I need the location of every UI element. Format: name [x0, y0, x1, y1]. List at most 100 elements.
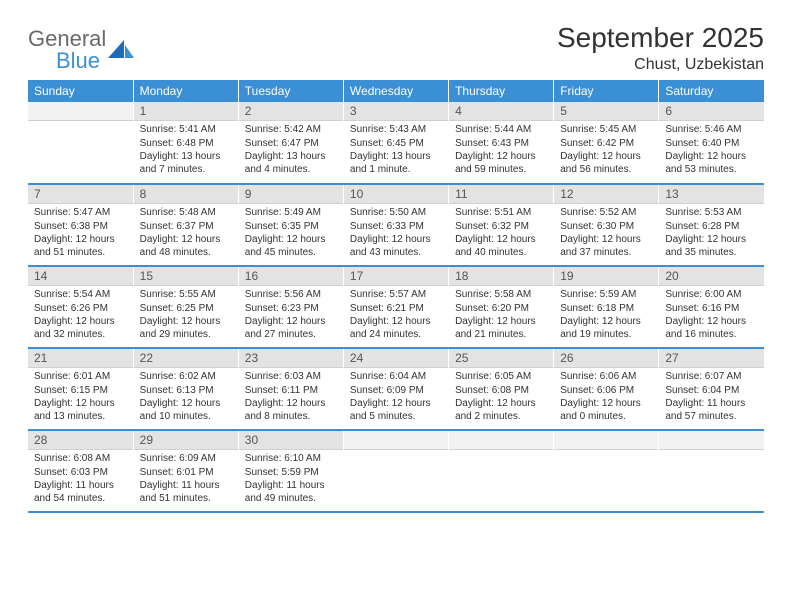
day-number: 23 — [239, 349, 343, 368]
day-cell: 19Sunrise: 5:59 AMSunset: 6:18 PMDayligh… — [554, 266, 659, 348]
day-number: 12 — [554, 185, 658, 204]
day-number: 3 — [344, 102, 448, 121]
day-info: Sunrise: 5:52 AMSunset: 6:30 PMDaylight:… — [554, 204, 658, 262]
col-friday: Friday — [554, 80, 659, 102]
day-number: 21 — [28, 349, 133, 368]
col-wednesday: Wednesday — [343, 80, 448, 102]
day-number: 17 — [344, 267, 448, 286]
logo-word-blue: Blue — [56, 50, 106, 72]
day-number-empty — [554, 431, 658, 450]
sunset-text: Sunset: 6:40 PM — [665, 138, 758, 151]
day-number: 13 — [659, 185, 764, 204]
day-number-empty — [659, 431, 764, 450]
day-info: Sunrise: 6:08 AMSunset: 6:03 PMDaylight:… — [28, 450, 133, 508]
day-number-empty — [28, 102, 133, 121]
sunset-text: Sunset: 6:26 PM — [34, 303, 127, 316]
day-number: 10 — [344, 185, 448, 204]
day-number: 22 — [134, 349, 238, 368]
daylight-text: Daylight: 12 hours and 32 minutes. — [34, 316, 127, 341]
daylight-text: Daylight: 11 hours and 54 minutes. — [34, 480, 127, 505]
day-cell: 1Sunrise: 5:41 AMSunset: 6:48 PMDaylight… — [133, 102, 238, 184]
day-cell: 16Sunrise: 5:56 AMSunset: 6:23 PMDayligh… — [238, 266, 343, 348]
daylight-text: Daylight: 12 hours and 8 minutes. — [245, 398, 337, 423]
daylight-text: Daylight: 12 hours and 59 minutes. — [455, 151, 547, 176]
col-sunday: Sunday — [28, 80, 133, 102]
day-number: 18 — [449, 267, 553, 286]
day-info: Sunrise: 6:01 AMSunset: 6:15 PMDaylight:… — [28, 368, 133, 426]
day-info: Sunrise: 5:56 AMSunset: 6:23 PMDaylight:… — [239, 286, 343, 344]
day-number: 25 — [449, 349, 553, 368]
sunrise-text: Sunrise: 5:55 AM — [140, 289, 232, 302]
sunrise-text: Sunrise: 6:03 AM — [245, 371, 337, 384]
day-cell: 5Sunrise: 5:45 AMSunset: 6:42 PMDaylight… — [554, 102, 659, 184]
daylight-text: Daylight: 12 hours and 53 minutes. — [665, 151, 758, 176]
sunrise-text: Sunrise: 6:08 AM — [34, 453, 127, 466]
daylight-text: Daylight: 13 hours and 1 minute. — [350, 151, 442, 176]
sunrise-text: Sunrise: 5:47 AM — [34, 207, 127, 220]
day-number: 1 — [134, 102, 238, 121]
week-row: 28Sunrise: 6:08 AMSunset: 6:03 PMDayligh… — [28, 430, 764, 512]
sunset-text: Sunset: 5:59 PM — [245, 467, 337, 480]
day-number: 26 — [554, 349, 658, 368]
day-info: Sunrise: 5:47 AMSunset: 6:38 PMDaylight:… — [28, 204, 133, 262]
day-info: Sunrise: 5:53 AMSunset: 6:28 PMDaylight:… — [659, 204, 764, 262]
sunset-text: Sunset: 6:04 PM — [665, 385, 758, 398]
day-number: 5 — [554, 102, 658, 121]
daylight-text: Daylight: 12 hours and 27 minutes. — [245, 316, 337, 341]
sunset-text: Sunset: 6:08 PM — [455, 385, 547, 398]
sunrise-text: Sunrise: 5:41 AM — [140, 124, 232, 137]
title-block: September 2025 Chust, Uzbekistan — [557, 22, 764, 74]
day-number: 28 — [28, 431, 133, 450]
daylight-text: Daylight: 12 hours and 37 minutes. — [560, 234, 652, 259]
sunset-text: Sunset: 6:33 PM — [350, 221, 442, 234]
sunrise-text: Sunrise: 5:59 AM — [560, 289, 652, 302]
day-number: 8 — [134, 185, 238, 204]
day-number: 19 — [554, 267, 658, 286]
sunset-text: Sunset: 6:37 PM — [140, 221, 232, 234]
sunset-text: Sunset: 6:25 PM — [140, 303, 232, 316]
sunrise-text: Sunrise: 5:45 AM — [560, 124, 652, 137]
daylight-text: Daylight: 12 hours and 24 minutes. — [350, 316, 442, 341]
daylight-text: Daylight: 12 hours and 13 minutes. — [34, 398, 127, 423]
day-info: Sunrise: 5:50 AMSunset: 6:33 PMDaylight:… — [344, 204, 448, 262]
col-thursday: Thursday — [449, 80, 554, 102]
sunset-text: Sunset: 6:03 PM — [34, 467, 127, 480]
day-cell: 18Sunrise: 5:58 AMSunset: 6:20 PMDayligh… — [449, 266, 554, 348]
sunrise-text: Sunrise: 5:43 AM — [350, 124, 442, 137]
day-cell: 4Sunrise: 5:44 AMSunset: 6:43 PMDaylight… — [449, 102, 554, 184]
sunset-text: Sunset: 6:45 PM — [350, 138, 442, 151]
sunrise-text: Sunrise: 5:42 AM — [245, 124, 337, 137]
day-info: Sunrise: 5:57 AMSunset: 6:21 PMDaylight:… — [344, 286, 448, 344]
sunset-text: Sunset: 6:48 PM — [140, 138, 232, 151]
day-info: Sunrise: 5:59 AMSunset: 6:18 PMDaylight:… — [554, 286, 658, 344]
day-number-empty — [449, 431, 553, 450]
daylight-text: Daylight: 12 hours and 16 minutes. — [665, 316, 758, 341]
col-monday: Monday — [133, 80, 238, 102]
calendar-table: Sunday Monday Tuesday Wednesday Thursday… — [28, 80, 764, 513]
day-cell: 27Sunrise: 6:07 AMSunset: 6:04 PMDayligh… — [659, 348, 764, 430]
day-cell: 7Sunrise: 5:47 AMSunset: 6:38 PMDaylight… — [28, 184, 133, 266]
day-cell: 26Sunrise: 6:06 AMSunset: 6:06 PMDayligh… — [554, 348, 659, 430]
sunset-text: Sunset: 6:09 PM — [350, 385, 442, 398]
day-cell — [554, 430, 659, 512]
day-cell: 13Sunrise: 5:53 AMSunset: 6:28 PMDayligh… — [659, 184, 764, 266]
day-number: 14 — [28, 267, 133, 286]
sunrise-text: Sunrise: 5:54 AM — [34, 289, 127, 302]
day-info: Sunrise: 6:10 AMSunset: 5:59 PMDaylight:… — [239, 450, 343, 508]
day-header-row: Sunday Monday Tuesday Wednesday Thursday… — [28, 80, 764, 102]
day-cell: 22Sunrise: 6:02 AMSunset: 6:13 PMDayligh… — [133, 348, 238, 430]
day-number: 7 — [28, 185, 133, 204]
day-cell: 9Sunrise: 5:49 AMSunset: 6:35 PMDaylight… — [238, 184, 343, 266]
sunrise-text: Sunrise: 6:05 AM — [455, 371, 547, 384]
day-number: 29 — [134, 431, 238, 450]
day-cell: 11Sunrise: 5:51 AMSunset: 6:32 PMDayligh… — [449, 184, 554, 266]
day-info: Sunrise: 5:49 AMSunset: 6:35 PMDaylight:… — [239, 204, 343, 262]
day-number: 15 — [134, 267, 238, 286]
sunset-text: Sunset: 6:32 PM — [455, 221, 547, 234]
daylight-text: Daylight: 12 hours and 43 minutes. — [350, 234, 442, 259]
day-info: Sunrise: 5:42 AMSunset: 6:47 PMDaylight:… — [239, 121, 343, 179]
sunset-text: Sunset: 6:06 PM — [560, 385, 652, 398]
sunset-text: Sunset: 6:13 PM — [140, 385, 232, 398]
day-cell: 21Sunrise: 6:01 AMSunset: 6:15 PMDayligh… — [28, 348, 133, 430]
daylight-text: Daylight: 12 hours and 10 minutes. — [140, 398, 232, 423]
